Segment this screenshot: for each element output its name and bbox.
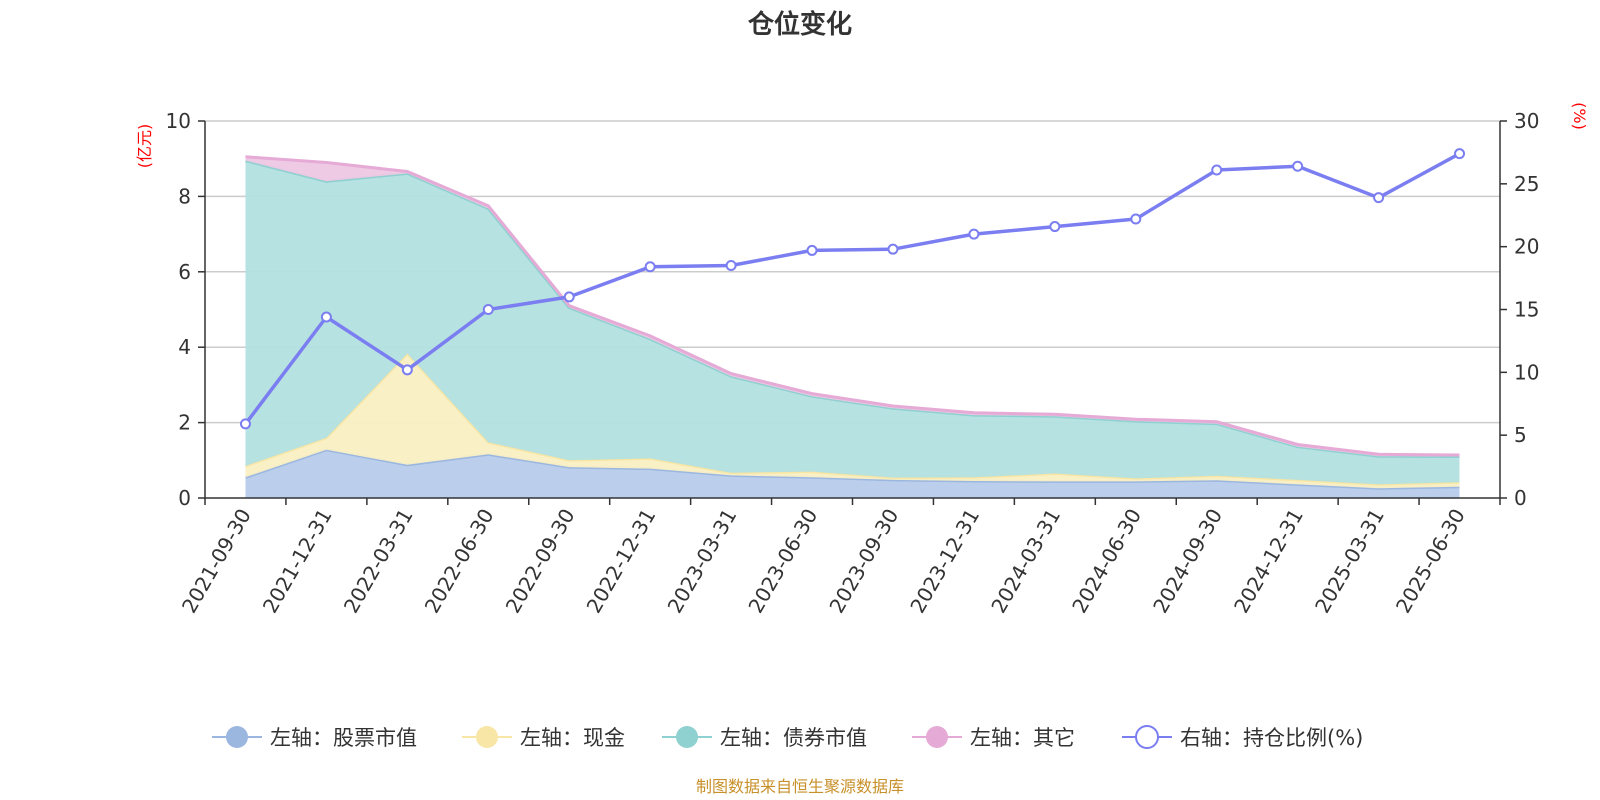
holding-ratio-point <box>806 244 818 256</box>
legend-marker-1 <box>226 726 248 748</box>
right-tick-label: 10 <box>1514 360 1539 384</box>
right-tick-label: 15 <box>1514 298 1539 322</box>
left-tick-label: 10 <box>166 109 191 133</box>
x-tick-label: 2022-06-30 <box>420 505 499 618</box>
stacked-areas <box>245 155 1460 498</box>
holding-ratio-point <box>1211 164 1223 176</box>
left-tick-label: 4 <box>178 335 191 359</box>
left-tick-label: 6 <box>178 260 191 284</box>
holding-ratio-point <box>401 364 413 376</box>
left-tick-label: 8 <box>178 184 191 208</box>
legend: 左轴：股票市值 左轴：现金 左轴：债券市值 左轴：其它 右轴：持仓比例(%) <box>212 725 1363 750</box>
legend-marker-2 <box>476 726 498 748</box>
holding-ratio-point <box>482 304 494 315</box>
x-tick-label: 2025-06-30 <box>1391 505 1470 618</box>
x-tick-label: 2024-03-31 <box>986 505 1065 618</box>
right-tick-label: 0 <box>1514 486 1527 510</box>
legend-label-2: 左轴：现金 <box>520 726 625 750</box>
x-tick-label: 2021-09-30 <box>177 505 256 618</box>
holding-ratio-point <box>1454 148 1466 160</box>
right-axis-unit: (%) <box>1570 102 1589 130</box>
area-series-1 <box>245 449 1460 498</box>
right-tick-label: 20 <box>1514 235 1539 259</box>
holding-ratio-point <box>1292 160 1304 172</box>
legend-label-3: 左轴：债券市值 <box>720 726 867 750</box>
holding-ratio-point <box>239 418 251 430</box>
legend-label-1: 左轴：股票市值 <box>270 726 417 750</box>
right-tick-label: 5 <box>1514 423 1527 447</box>
x-tick-label: 2024-12-31 <box>1229 505 1308 618</box>
left-axis-unit: (亿元) <box>135 124 154 169</box>
source-note: 制图数据来自恒生聚源数据库 <box>696 777 904 796</box>
x-tick-label: 2023-06-30 <box>743 505 822 618</box>
legend-marker-4 <box>926 726 948 748</box>
chart-title: 仓位变化 <box>747 9 852 40</box>
right-tick-label: 25 <box>1514 172 1539 196</box>
area-series-3 <box>245 160 1460 485</box>
x-tick-label: 2022-09-30 <box>501 505 580 618</box>
holding-ratio-point <box>1130 213 1142 225</box>
legend-marker-3 <box>676 726 698 748</box>
holding-ratio-point <box>644 261 656 273</box>
legend-marker-5 <box>1135 725 1159 749</box>
legend-label-5: 右轴：持仓比例(%) <box>1180 726 1363 750</box>
x-tick-label: 2025-03-31 <box>1310 505 1389 618</box>
x-tick-label: 2023-03-31 <box>663 505 742 618</box>
left-tick-label: 0 <box>178 486 191 510</box>
area-edge-4 <box>245 155 1460 457</box>
x-tick-label: 2023-09-30 <box>824 505 903 618</box>
holding-ratio-point <box>320 311 332 323</box>
legend-label-4: 左轴：其它 <box>970 726 1075 750</box>
holding-ratio-point <box>1373 192 1385 204</box>
holding-ratio-point <box>1049 221 1061 233</box>
holding-ratio-point <box>968 228 980 240</box>
x-tick-label: 2023-12-31 <box>905 505 984 618</box>
left-tick-label: 2 <box>178 411 191 435</box>
holding-ratio-path <box>244 152 1461 425</box>
x-tick-label: 2024-06-30 <box>1067 505 1146 618</box>
holding-ratio-point <box>563 291 575 303</box>
x-tick-label: 2022-12-31 <box>582 505 661 618</box>
x-tick-label: 2022-03-31 <box>339 505 418 618</box>
x-tick-label: 2021-12-31 <box>258 505 337 618</box>
x-tick-label: 2024-09-30 <box>1148 505 1227 618</box>
holding-ratio-point <box>725 260 737 272</box>
right-tick-label: 30 <box>1514 109 1539 133</box>
holding-ratio-point <box>887 243 899 255</box>
holding-ratio-line <box>239 148 1466 430</box>
